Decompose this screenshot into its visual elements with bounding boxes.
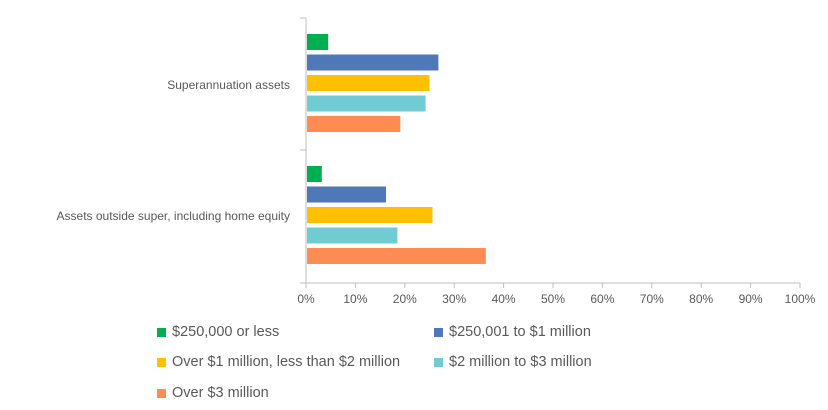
category-label-superannuation: Superannuation assets xyxy=(167,78,290,92)
x-tick-label: 0% xyxy=(297,292,315,306)
x-tick-label: 90% xyxy=(739,292,763,306)
x-tick-label: 30% xyxy=(442,292,466,306)
legend-label-over-3m: Over $3 million xyxy=(172,385,269,401)
bar-outside-super-series-1 xyxy=(307,186,387,203)
legend-label-1m-to-2m: Over $1 million, less than $2 million xyxy=(172,354,401,370)
legend-swatch-250k-or-less xyxy=(157,327,166,337)
bar-superannuation-series-0 xyxy=(307,34,329,50)
legend-swatch-over-3m xyxy=(157,388,166,398)
legend-label-250k-to-1m: $250,001 to $1 million xyxy=(449,324,591,340)
x-tick-label: 70% xyxy=(640,292,664,306)
bar-superannuation-series-1 xyxy=(307,54,439,71)
bar-outside-super-series-3 xyxy=(307,227,398,244)
legend-item-over-3m: Over $3 million xyxy=(157,385,269,401)
x-tick-label: 20% xyxy=(393,292,417,306)
x-tick-label: 10% xyxy=(343,292,367,306)
bars-group xyxy=(307,34,486,264)
bar-outside-super-series-0 xyxy=(307,166,322,182)
legend-swatch-2m-to-3m xyxy=(434,357,443,367)
legend-label-2m-to-3m: $2 million to $3 million xyxy=(449,354,592,370)
legend-item-250k-or-less: $250,000 or less xyxy=(157,324,279,340)
legend-swatch-1m-to-2m xyxy=(157,357,166,367)
bar-outside-super-series-4 xyxy=(307,248,486,264)
x-tick-label: 100% xyxy=(785,292,816,306)
x-tick-label: 40% xyxy=(492,292,516,306)
x-tick-label: 50% xyxy=(541,292,565,306)
legend-label-250k-or-less: $250,000 or less xyxy=(172,324,280,340)
legend-item-1m-to-2m: Over $1 million, less than $2 million xyxy=(157,354,400,370)
bar-outside-super-series-2 xyxy=(307,207,433,223)
x-tick-label: 60% xyxy=(590,292,614,306)
bar-superannuation-series-4 xyxy=(307,116,401,132)
legend-item-2m-to-3m: $2 million to $3 million xyxy=(434,354,592,370)
legend-swatch-250k-to-1m xyxy=(434,327,443,337)
legend-item-250k-to-1m: $250,001 to $1 million xyxy=(434,324,591,340)
x-axis-ticks: 0% 10% 20% 30% 40% 50% 60% 70% 80% 90% 100% xyxy=(297,283,816,306)
x-tick-label: 80% xyxy=(689,292,713,306)
bar-superannuation-series-3 xyxy=(307,95,426,112)
category-label-outside-super: Assets outside super, including home equ… xyxy=(57,209,290,223)
bar-superannuation-series-2 xyxy=(307,75,430,91)
